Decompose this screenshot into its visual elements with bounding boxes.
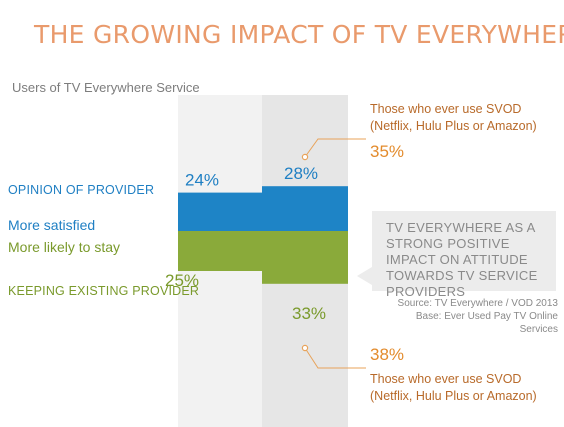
top-callout-connector [301, 138, 366, 161]
data-label-stay-svod: 33% [292, 304, 326, 323]
source-line: Source: TV Everywhere / VOD 2013 [397, 298, 558, 309]
source-note: Source: TV Everywhere / VOD 2013 Base: E… [388, 297, 558, 336]
bottom-callout-connector [301, 344, 366, 369]
bar-more-likely-to-stay-users [178, 231, 262, 271]
bottom-callout-percent: 38% [370, 345, 405, 364]
legend-more-likely-to-stay: More likely to stay [8, 239, 121, 255]
bar-more-satisfied-svod [262, 186, 348, 231]
top-callout-percent: 35% [370, 142, 405, 161]
base-line: Base: Ever Used Pay TV Online Services [415, 311, 558, 335]
impact-callout-arrow [357, 267, 372, 285]
chart-subtitle: Users of TV Everywhere Service [12, 80, 200, 95]
bar-more-likely-to-stay-svod [262, 231, 348, 284]
data-label-stay-users: 25% [165, 271, 199, 290]
legend-more-satisfied: More satisfied [8, 217, 96, 233]
page-title: THE GROWING IMPACT OF TV EVERYWHERE [34, 20, 564, 49]
bottom-callout-text: Those who ever use SVOD (Netflix, Hulu P… [370, 372, 537, 403]
top-callout-text: Those who ever use SVOD (Netflix, Hulu P… [370, 102, 537, 133]
impact-callout-text: TV EVERYWHERE AS A STRONG POSITIVE IMPAC… [386, 220, 538, 299]
data-label-satisfied-users: 24% [185, 171, 219, 190]
opinion-of-provider-label: OPINION OF PROVIDER [8, 183, 155, 197]
data-label-satisfied-svod: 28% [284, 164, 318, 183]
impact-callout-box [372, 211, 556, 291]
keeping-existing-provider-label: KEEPING EXISTING PROVIDER [8, 284, 200, 298]
bar-more-satisfied-users [178, 192, 262, 231]
